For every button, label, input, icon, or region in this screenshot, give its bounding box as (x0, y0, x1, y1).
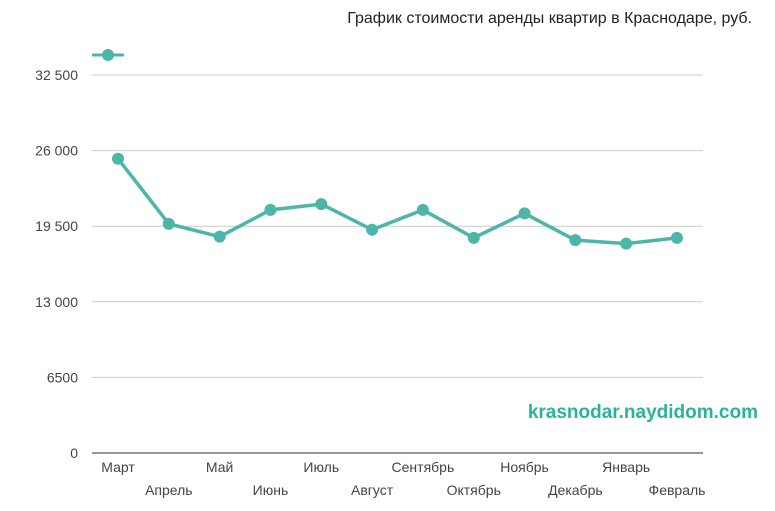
x-tick-label: Март (101, 459, 135, 475)
x-tick-label: Декабрь (548, 482, 603, 498)
data-point (213, 230, 226, 243)
x-tick-label: Февраль (649, 482, 706, 498)
x-tick-label: Август (351, 482, 394, 498)
watermark: krasnodar.naydidom.com (528, 402, 758, 423)
data-point (671, 231, 683, 244)
data-point (467, 231, 480, 244)
data-point (518, 207, 531, 220)
x-tick-label: Январь (602, 459, 650, 475)
x-tick-label: Май (206, 459, 233, 475)
data-point (162, 217, 175, 230)
y-tick-label: 19 500 (35, 218, 78, 234)
x-tick-label: Июнь (253, 482, 289, 498)
x-tick-label: Апрель (145, 482, 193, 498)
data-point (366, 223, 379, 236)
x-tick-label: Ноябрь (500, 459, 549, 475)
chart-title: График стоимости аренды квартир в Красно… (347, 10, 752, 27)
data-point (620, 237, 633, 250)
y-tick-label: 13 000 (35, 294, 78, 310)
data-point (112, 152, 124, 165)
x-tick-label: Июль (303, 459, 339, 475)
x-tick-label: Сентябрь (392, 459, 455, 475)
legend-marker (102, 49, 114, 61)
y-tick-label: 6500 (47, 369, 78, 385)
y-tick-label: 32 500 (35, 67, 78, 83)
data-point (416, 203, 429, 216)
x-tick-label: Октябрь (447, 482, 501, 498)
y-tick-label: 0 (70, 445, 78, 461)
legend (92, 49, 124, 61)
data-point (264, 203, 277, 216)
data-point (315, 198, 328, 211)
data-point (569, 234, 582, 247)
y-tick-label: 26 000 (35, 143, 78, 159)
series-line (116, 157, 678, 246)
